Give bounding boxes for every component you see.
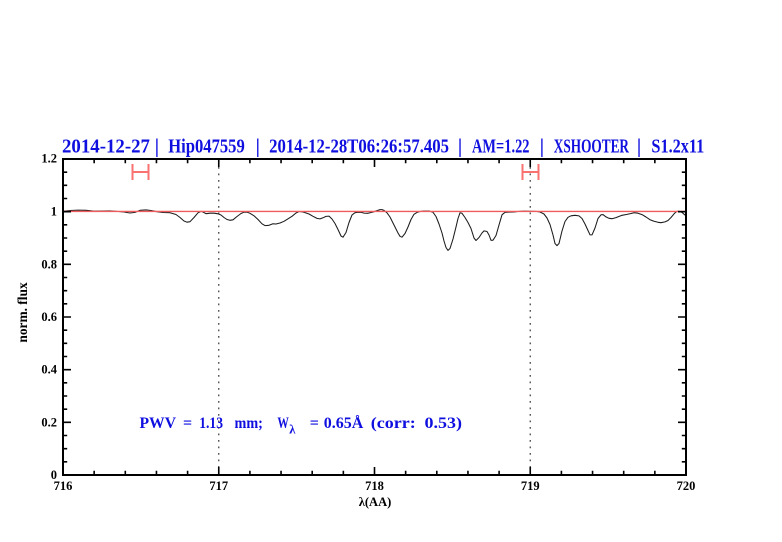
svg-text:1: 1: [51, 205, 57, 219]
svg-text:716: 716: [54, 479, 73, 493]
svg-text:1.2: 1.2: [41, 152, 57, 166]
svg-text:0: 0: [51, 468, 57, 482]
svg-text:PWV: PWV: [140, 415, 177, 432]
svg-text:0.65Å: 0.65Å: [324, 414, 364, 432]
svg-text:1.13: 1.13: [199, 415, 223, 432]
svg-text:719: 719: [521, 479, 540, 493]
svg-text:=: =: [183, 415, 192, 432]
svg-text:|: |: [637, 136, 641, 157]
svg-text:=: =: [310, 415, 319, 432]
svg-text:mm;: mm;: [235, 415, 263, 432]
svg-text:717: 717: [209, 479, 228, 493]
svg-text:0.6: 0.6: [41, 310, 57, 324]
svg-text:XSHOOTER: XSHOOTER: [554, 136, 630, 157]
svg-text:|: |: [540, 136, 544, 157]
svg-text:(corr:: (corr:: [371, 415, 416, 432]
svg-text:0.2: 0.2: [41, 415, 57, 429]
svg-text:2014-12-28T06:26:57.405: 2014-12-28T06:26:57.405: [269, 136, 449, 157]
svg-text:|: |: [458, 136, 462, 157]
svg-text:Hip047559: Hip047559: [168, 136, 245, 157]
svg-text:AM=1.22: AM=1.22: [472, 136, 530, 157]
svg-text:S1.2x11: S1.2x11: [651, 136, 704, 157]
svg-text:720: 720: [677, 479, 696, 493]
svg-text:2014-12-27: 2014-12-27: [62, 136, 150, 157]
svg-text:0.4: 0.4: [41, 363, 57, 377]
svg-text:|: |: [256, 136, 260, 157]
svg-text:0.53): 0.53): [425, 415, 463, 432]
svg-text:λ(AA): λ(AA): [359, 495, 392, 509]
svg-text:λ: λ: [289, 423, 296, 437]
svg-text:|: |: [155, 136, 159, 157]
svg-text:0.8: 0.8: [41, 257, 57, 271]
svg-text:718: 718: [365, 479, 384, 493]
svg-text:W: W: [277, 415, 289, 432]
svg-text:norm. flux: norm. flux: [15, 282, 30, 343]
